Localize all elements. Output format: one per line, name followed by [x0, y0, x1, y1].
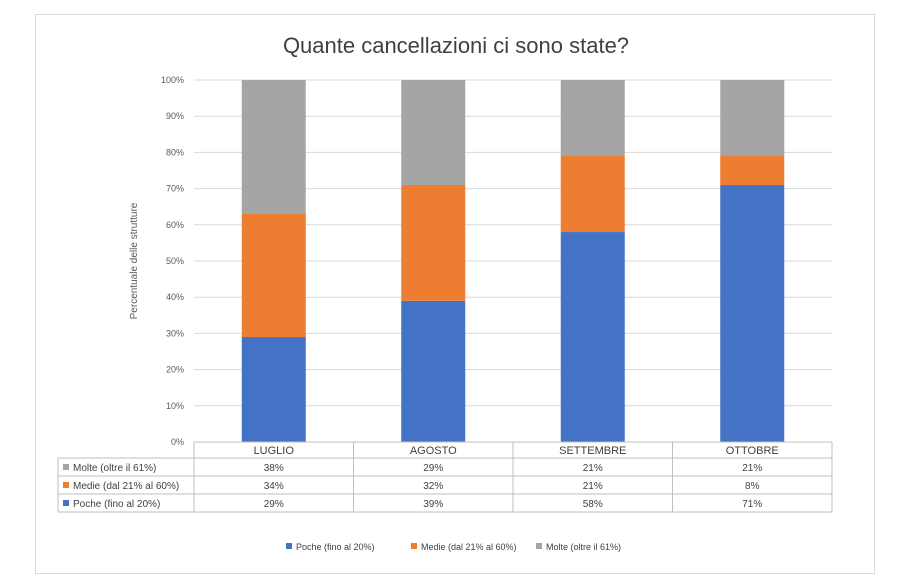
- legend: Poche (fino al 20%) Medie (dal 21% al 60%…: [286, 542, 621, 552]
- table-cell: 38%: [264, 463, 284, 474]
- y-tick-label: 70%: [166, 184, 184, 194]
- bar-segment: [241, 337, 306, 442]
- table-row-label: Medie (dal 21% al 60%): [73, 481, 179, 492]
- y-tick-label: 100%: [161, 75, 184, 85]
- table-cell: 34%: [264, 481, 284, 492]
- y-tick-label: 20%: [166, 365, 184, 375]
- y-tick-label: 60%: [166, 220, 184, 230]
- x-category-label: OTTOBRE: [726, 445, 779, 457]
- table-cell: 21%: [583, 463, 603, 474]
- table-row-label: Poche (fino al 20%): [73, 499, 160, 510]
- bar-segment: [401, 184, 466, 301]
- y-tick-label: 50%: [166, 256, 184, 266]
- stacked-bar-chart: Quante cancellazioni ci sono state? Perc…: [57, 33, 833, 552]
- data-table: LUGLIO AGOSTO SETTEMBRE OTTOBRE Molte (oltre…: [57, 441, 833, 513]
- bar-segment: [560, 80, 625, 157]
- x-category-label: LUGLIO: [254, 445, 295, 457]
- bar-segment: [720, 184, 785, 443]
- x-category-label: SETTEMBRE: [559, 445, 626, 457]
- y-axis-ticks: 0% 10% 20% 30% 40% 50% 60% 70% 80% 90% 100%: [161, 75, 184, 447]
- table-cell: 71%: [742, 499, 762, 510]
- legend-swatch: [286, 543, 292, 549]
- bar-segment: [720, 156, 785, 185]
- y-tick-label: 40%: [166, 292, 184, 302]
- y-axis-label: Percentuale delle strutture: [129, 202, 140, 319]
- table-cell: 32%: [423, 481, 443, 492]
- chart-title: Quante cancellazioni ci sono state?: [283, 33, 629, 58]
- y-tick-label: 90%: [166, 111, 184, 121]
- y-tick-label: 0%: [171, 437, 184, 447]
- legend-swatch: [536, 543, 542, 549]
- table-legend-key: [63, 500, 69, 506]
- bar-segment: [241, 213, 306, 338]
- chart-frame: Quante cancellazioni ci sono state? Perc…: [35, 14, 875, 574]
- bar-segment: [560, 232, 625, 442]
- table-legend-key: [63, 482, 69, 488]
- x-category-label: AGOSTO: [410, 445, 457, 457]
- y-tick-label: 30%: [166, 328, 184, 338]
- bar-segment: [720, 80, 785, 157]
- table-cell: 8%: [745, 481, 760, 492]
- bar-segment: [560, 156, 625, 233]
- bar-segment: [401, 300, 466, 442]
- legend-label: Medie (dal 21% al 60%): [421, 542, 517, 552]
- table-cell: 21%: [583, 481, 603, 492]
- table-cell: 29%: [423, 463, 443, 474]
- table-cell: 29%: [264, 499, 284, 510]
- table-legend-key: [63, 464, 69, 470]
- legend-label: Molte (oltre il 61%): [546, 542, 621, 552]
- legend-swatch: [411, 543, 417, 549]
- table-cell: 21%: [742, 463, 762, 474]
- legend-label: Poche (fino al 20%): [296, 542, 375, 552]
- table-cell: 58%: [583, 499, 603, 510]
- y-tick-label: 10%: [166, 401, 184, 411]
- bar-segment: [241, 80, 306, 214]
- table-cell: 39%: [423, 499, 443, 510]
- bars: [241, 80, 785, 443]
- bar-segment: [401, 80, 466, 185]
- y-tick-label: 80%: [166, 147, 184, 157]
- table-row-label: Molte (oltre il 61%): [73, 463, 156, 474]
